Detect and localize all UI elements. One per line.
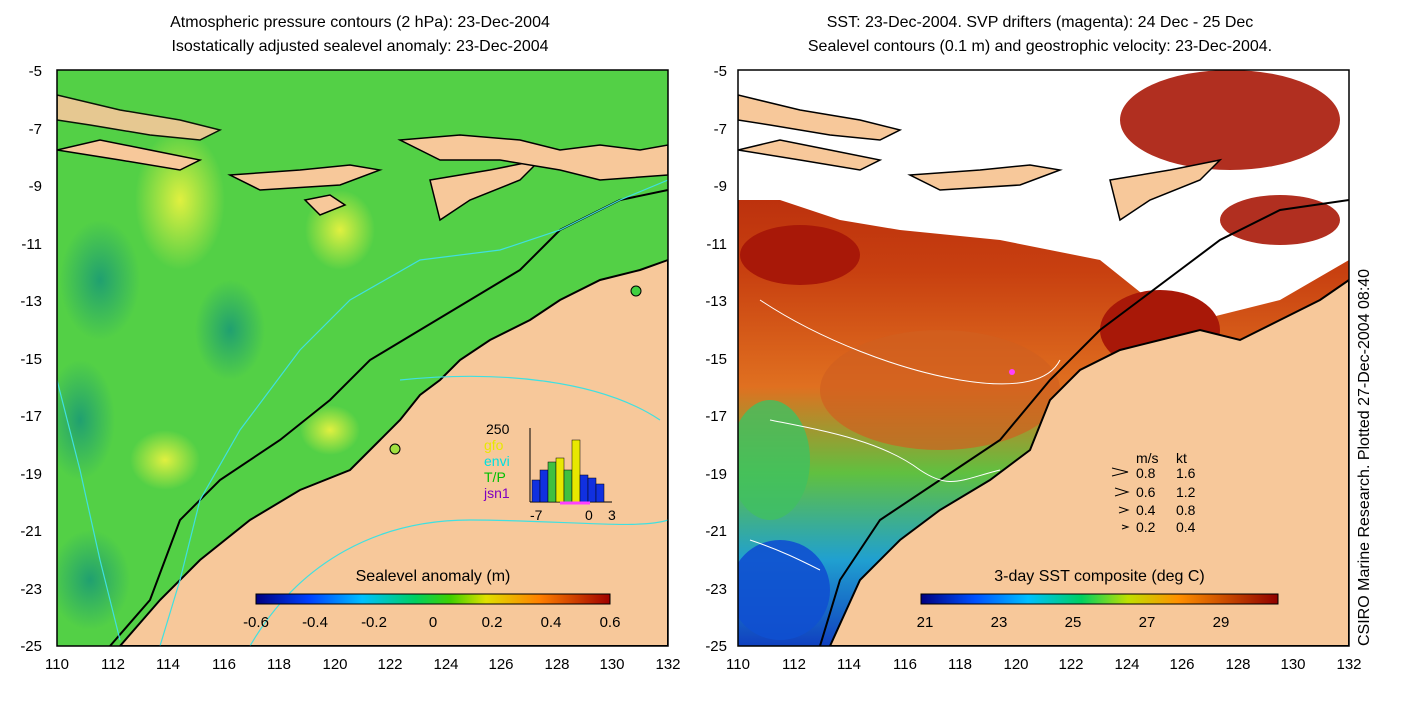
y-tick: -17: [705, 408, 727, 425]
y-tick: -5: [713, 63, 727, 80]
x-tick: 116: [893, 656, 917, 673]
colorbar-tick: 0.6: [599, 614, 621, 631]
colorbar-tick: 25: [1064, 614, 1082, 631]
y-tick: -21: [705, 523, 727, 540]
inset-mission-envi: envi: [484, 453, 510, 469]
right-title-line1: SST: 23-Dec-2004. SVP drifters (magenta)…: [826, 14, 1254, 31]
y-tick: -13: [20, 293, 42, 310]
y-tick: -11: [706, 236, 727, 253]
y-tick: -23: [20, 581, 42, 598]
x-tick: 114: [837, 656, 861, 673]
y-tick: -21: [20, 523, 42, 540]
x-tick: 128: [544, 656, 570, 673]
x-tick: 124: [1114, 656, 1140, 673]
y-tick: -7: [713, 121, 727, 138]
y-tick: -9: [713, 178, 727, 195]
y-tick: -13: [705, 293, 727, 310]
colorbar-tick: 0.2: [481, 614, 503, 631]
x-tick: 132: [655, 656, 681, 673]
y-tick: -5: [28, 63, 42, 80]
y-tick: -7: [28, 121, 42, 138]
colorbar-tick: 29: [1212, 614, 1230, 631]
velocity-row-ms: 0.4: [1136, 502, 1156, 518]
sst-colorbar: [920, 593, 1279, 605]
inset-x-tick: 3: [608, 507, 616, 523]
left-title-line1: Atmospheric pressure contours (2 hPa): 2…: [170, 14, 550, 31]
y-tick: -23: [705, 581, 727, 598]
inset-mission-jsn1: jsn1: [484, 485, 510, 501]
velocity-row-kt: 0.8: [1176, 502, 1196, 518]
x-tick: 128: [1225, 656, 1251, 673]
velocity-legend-arrows: [1111, 467, 1130, 530]
x-tick: 120: [322, 656, 348, 673]
velocity-header-kt: kt: [1176, 450, 1187, 466]
inset-histogram: [529, 428, 612, 505]
left-title-line2: Isostatically adjusted sealevel anomaly:…: [171, 38, 549, 55]
colorbar-tick: 23: [990, 614, 1008, 631]
left-map: [57, 70, 668, 646]
colorbar-tick: -0.4: [302, 614, 328, 631]
colorbar-tick: -0.2: [361, 614, 387, 631]
x-tick: 118: [948, 656, 972, 673]
x-tick: 118: [267, 656, 291, 673]
x-tick: 110: [726, 656, 750, 673]
colorbar-tick: -0.6: [243, 614, 269, 631]
x-tick: 112: [101, 656, 125, 673]
y-tick: -19: [20, 466, 42, 483]
colorbar-tick: 21: [916, 614, 934, 631]
sst-colorbar-title: 3-day SST composite (deg C): [994, 568, 1205, 585]
sla-colorbar-title: Sealevel anomaly (m): [355, 568, 511, 585]
velocity-row-kt: 0.4: [1176, 519, 1196, 535]
right-title-line2: Sealevel contours (0.1 m) and geostrophi…: [807, 38, 1273, 55]
inset-ymax-label: 250: [486, 421, 510, 437]
velocity-header-ms: m/s: [1136, 450, 1159, 466]
x-tick: 124: [433, 656, 459, 673]
velocity-row-ms: 0.2: [1136, 519, 1156, 535]
inset-mission-tp: T/P: [484, 469, 506, 485]
velocity-row-ms: 0.8: [1136, 465, 1156, 481]
y-tick: -25: [705, 638, 727, 655]
x-tick: 112: [782, 656, 806, 673]
inset-mission-gfo: gfo: [484, 437, 504, 453]
velocity-row-ms: 0.6: [1136, 484, 1156, 500]
y-tick: -11: [21, 236, 42, 253]
x-tick: 126: [1169, 656, 1195, 673]
x-tick: 126: [488, 656, 514, 673]
y-tick: -17: [20, 408, 42, 425]
x-tick: 130: [599, 656, 625, 673]
inset-x-tick: -7: [530, 507, 543, 523]
credit-text: CSIRO Marine Research. Plotted 27-Dec-20…: [1356, 268, 1373, 646]
x-tick: 114: [156, 656, 180, 673]
right-map: [738, 70, 1349, 646]
y-tick: -15: [20, 351, 42, 368]
y-tick: -19: [705, 466, 727, 483]
y-tick: -9: [28, 178, 42, 195]
x-tick: 122: [1058, 656, 1084, 673]
y-tick: -25: [20, 638, 42, 655]
x-tick: 110: [45, 656, 69, 673]
x-tick: 116: [212, 656, 236, 673]
right-frame: [737, 69, 1350, 647]
x-tick: 132: [1336, 656, 1362, 673]
velocity-row-kt: 1.2: [1176, 484, 1196, 500]
x-tick: 120: [1003, 656, 1029, 673]
x-tick: 130: [1280, 656, 1306, 673]
colorbar-tick: 0.4: [540, 614, 562, 631]
inset-x-tick: 0: [585, 507, 593, 523]
velocity-row-kt: 1.6: [1176, 465, 1196, 481]
colorbar-tick: 0: [428, 614, 438, 631]
left-frame: [56, 69, 669, 647]
sla-colorbar: [255, 593, 611, 605]
y-tick: -15: [705, 351, 727, 368]
colorbar-tick: 27: [1138, 614, 1156, 631]
x-tick: 122: [377, 656, 403, 673]
